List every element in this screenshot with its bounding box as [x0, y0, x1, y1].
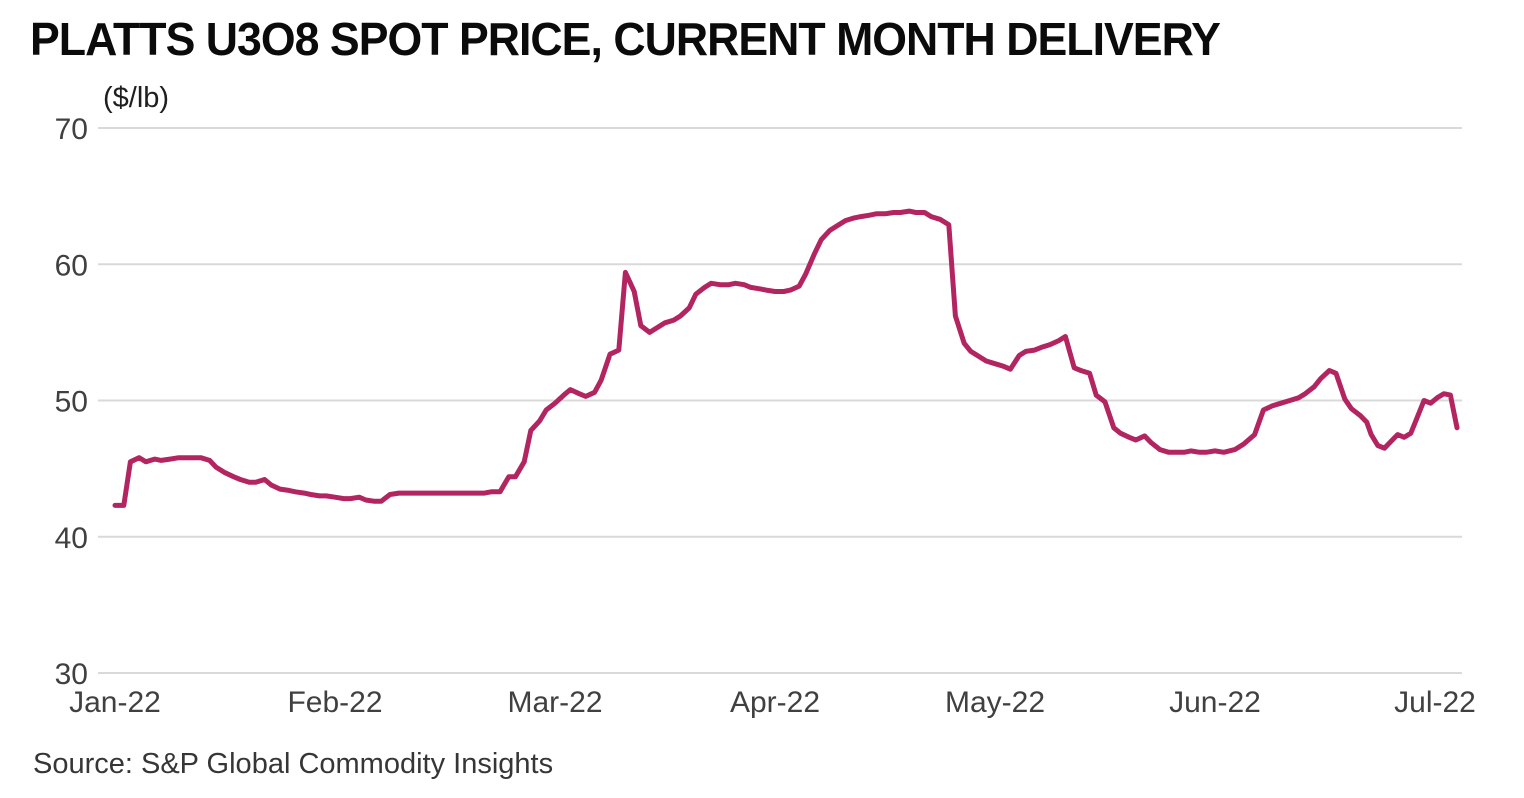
- x-tick-label: Mar-22: [507, 686, 602, 719]
- y-tick-label: 40: [55, 522, 88, 555]
- x-axis-tick-labels: Jan-22 Feb-22 Mar-22 Apr-22 May-22 Jun-22 Jul-…: [69, 686, 1476, 719]
- y-tick-label: 30: [55, 658, 88, 691]
- y-tick-label: 50: [55, 386, 88, 419]
- x-tick-label: Jul-22: [1394, 686, 1476, 719]
- price-line-series: [112, 208, 1460, 508]
- x-tick-label: Jun-22: [1169, 686, 1261, 719]
- source-note: Source: S&P Global Commodity Insights: [33, 748, 554, 780]
- y-tick-label: 60: [55, 249, 88, 282]
- x-tick-label: Jan-22: [69, 686, 161, 719]
- x-tick-label: May-22: [945, 686, 1045, 719]
- gridlines: [98, 127, 1462, 674]
- y-axis-unit-label: ($/lb): [103, 82, 170, 114]
- y-axis-tick-labels: 30 40 50 60 70: [55, 113, 88, 691]
- chart-title: PLATTS U3O8 SPOT PRICE, CURRENT MONTH DE…: [30, 13, 1221, 65]
- x-tick-label: Apr-22: [730, 686, 820, 719]
- y-tick-label: 70: [55, 113, 88, 146]
- x-tick-label: Feb-22: [287, 686, 382, 719]
